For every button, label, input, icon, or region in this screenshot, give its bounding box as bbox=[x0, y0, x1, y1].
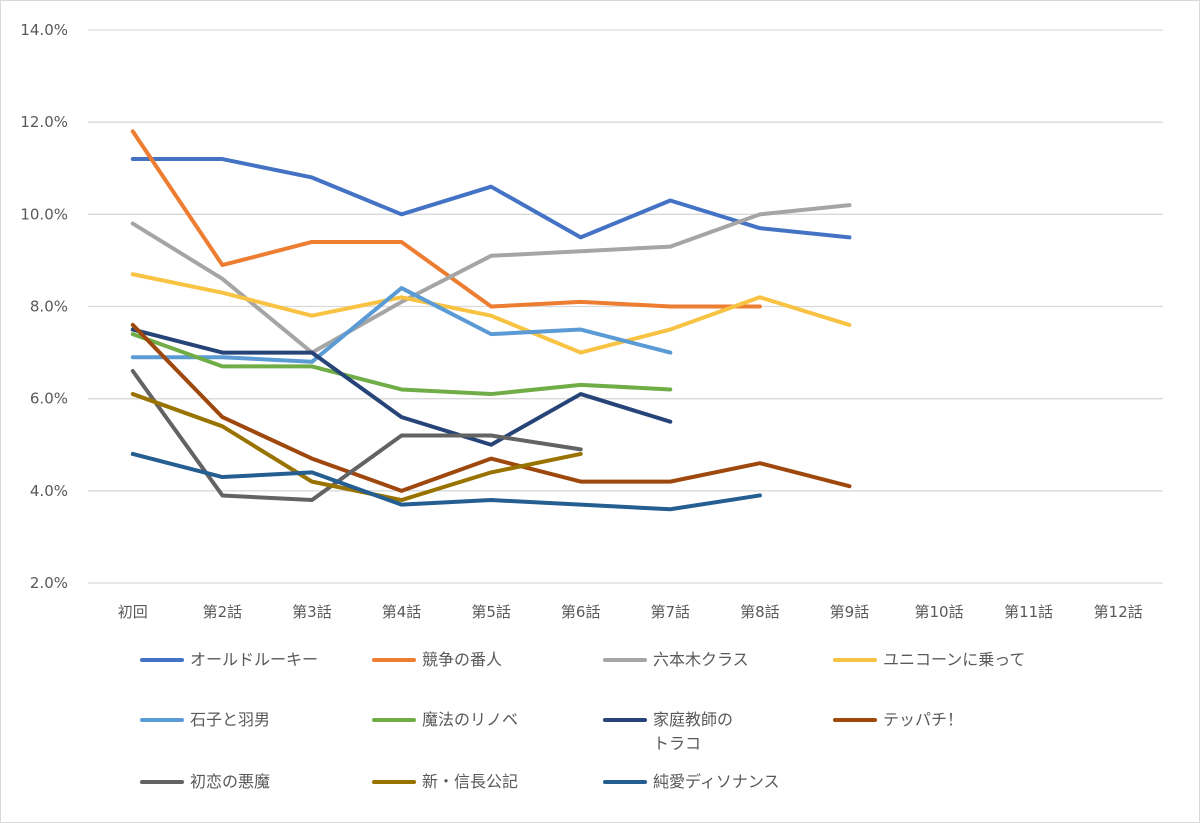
x-tick-label: 第6話 bbox=[561, 603, 601, 621]
legend-swatch bbox=[140, 780, 184, 784]
legend-label: 初恋の悪魔 bbox=[190, 772, 271, 791]
legend-label: 競争の番人 bbox=[422, 650, 503, 669]
legend-swatch bbox=[140, 718, 184, 722]
y-tick-label: 12.0% bbox=[20, 113, 68, 131]
legend-label: 魔法のリノベ bbox=[422, 710, 519, 729]
series-line-9 bbox=[130, 392, 583, 503]
legend-item: テッパチ！ bbox=[833, 708, 1058, 732]
x-tick-label: 第2話 bbox=[203, 603, 243, 621]
legend-label: 新・信長公記 bbox=[422, 772, 519, 791]
legend-label: オールドルーキー bbox=[190, 650, 319, 669]
x-tick-label: 第5話 bbox=[471, 603, 511, 621]
series-line-3 bbox=[130, 272, 852, 355]
y-tick-label: 2.0% bbox=[30, 574, 68, 592]
series-line-4 bbox=[130, 286, 673, 364]
legend-swatch bbox=[833, 718, 877, 722]
legend-swatch bbox=[372, 658, 416, 662]
legend-swatch bbox=[603, 780, 647, 784]
y-tick-label: 10.0% bbox=[20, 205, 68, 223]
x-tick-label: 第3話 bbox=[292, 603, 332, 621]
series-line-2 bbox=[130, 203, 852, 355]
y-tick-label: 14.0% bbox=[20, 21, 68, 39]
x-tick-label: 第10話 bbox=[914, 603, 963, 621]
x-tick-label: 第11話 bbox=[1004, 603, 1053, 621]
legend-item: 新・信長公記 bbox=[372, 770, 597, 794]
legend-item: 家庭教師のトラコ bbox=[603, 708, 828, 756]
legend-swatch bbox=[372, 718, 416, 722]
series-line-6 bbox=[130, 327, 673, 447]
legend-item: 魔法のリノベ bbox=[372, 708, 597, 732]
x-tick-label: 第7話 bbox=[651, 603, 691, 621]
legend-swatch bbox=[372, 780, 416, 784]
y-tick-label: 8.0% bbox=[30, 298, 68, 316]
legend-swatch bbox=[833, 658, 877, 662]
x-tick-label: 第12話 bbox=[1094, 603, 1143, 621]
legend-item: 競争の番人 bbox=[372, 648, 597, 672]
x-tick-label: 第9話 bbox=[830, 603, 870, 621]
legend-label: ユニコーンに乗って bbox=[883, 650, 1026, 669]
legend-label: 六本木クラス bbox=[653, 650, 749, 669]
series-line-10 bbox=[130, 451, 762, 512]
series-line-7 bbox=[130, 322, 852, 493]
y-tick-label: 4.0% bbox=[30, 482, 68, 500]
x-tick-label: 第8話 bbox=[740, 603, 780, 621]
y-tick-label: 6.0% bbox=[30, 390, 68, 408]
legend-label: 石子と羽男 bbox=[190, 710, 271, 729]
x-tick-label: 第4話 bbox=[382, 603, 422, 621]
legend-swatch bbox=[603, 718, 647, 722]
legend-item: 石子と羽男 bbox=[140, 708, 365, 732]
legend-item: オールドルーキー bbox=[140, 648, 365, 672]
legend-item: 純愛ディソナンス bbox=[603, 770, 828, 794]
legend-item: ユニコーンに乗って bbox=[833, 648, 1058, 672]
series-line-5 bbox=[130, 332, 673, 397]
legend-label: テッパチ！ bbox=[883, 710, 964, 729]
legend-label: 家庭教師のトラコ bbox=[653, 710, 734, 753]
legend-item: 六本木クラス bbox=[603, 648, 828, 672]
legend-label: 純愛ディソナンス bbox=[653, 772, 780, 791]
series-line-0 bbox=[130, 157, 852, 240]
legend-swatch bbox=[603, 658, 647, 662]
series-line-1 bbox=[130, 129, 762, 309]
legend-item: 初恋の悪魔 bbox=[140, 770, 365, 794]
legend-swatch bbox=[140, 658, 184, 662]
x-tick-label: 初回 bbox=[118, 603, 148, 621]
